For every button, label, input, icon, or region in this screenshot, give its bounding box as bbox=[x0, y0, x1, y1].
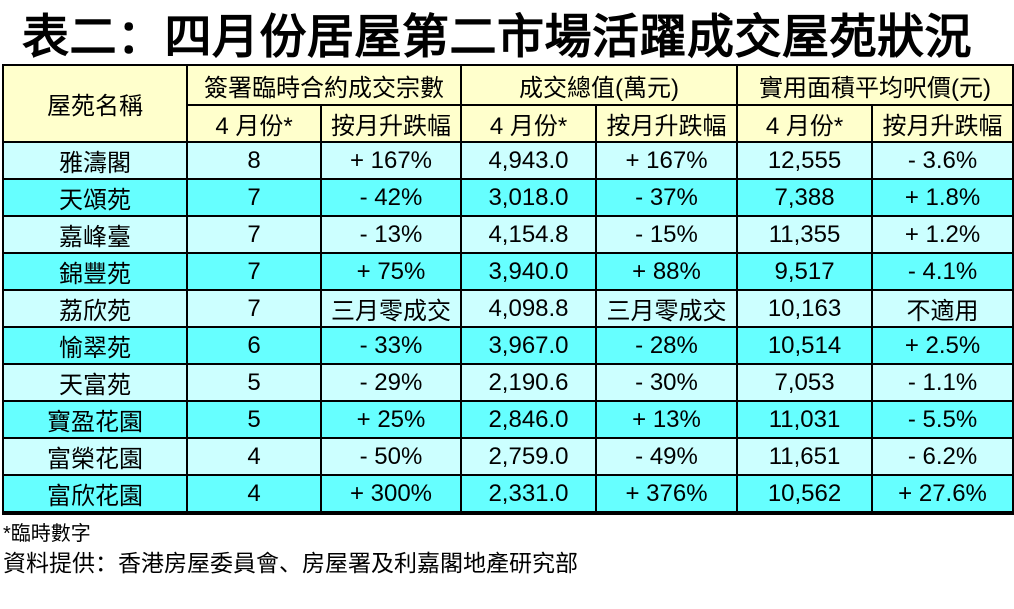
table-row: 錦豐苑 7 + 75% 3,940.0 + 88% 9,517- 4.1% bbox=[2, 252, 1014, 291]
value-cell: - 28% bbox=[594, 326, 739, 365]
subheader-deals-mom: 按月升跌幅 bbox=[320, 104, 462, 143]
value-cell: 7 bbox=[186, 178, 322, 217]
value-cell: + 167% bbox=[320, 141, 462, 180]
value-cell: 3,967.0 bbox=[460, 326, 597, 365]
value-cell: 4 bbox=[186, 437, 322, 476]
value-cell: 5 bbox=[186, 400, 322, 439]
table-row: 天頌苑 7- 42% 3,018.0- 37% 7,388 + 1.8% bbox=[2, 178, 1014, 217]
table-row: 愉翠苑 6- 33% 3,967.0- 28% 10,514 + 2.5% bbox=[2, 326, 1014, 365]
value-cell: 12,555 bbox=[736, 141, 874, 180]
value-cell: - 15% bbox=[594, 215, 739, 254]
value-cell: + 75% bbox=[320, 252, 462, 291]
estate-name-cell: 愉翠苑 bbox=[2, 326, 188, 365]
estate-name-cell: 寶盈花園 bbox=[2, 400, 188, 439]
estate-name-cell: 錦豐苑 bbox=[2, 252, 188, 291]
value-cell: 4,943.0 bbox=[460, 141, 597, 180]
value-cell: 3,940.0 bbox=[460, 252, 597, 291]
subheader-deals-month: 4 月份* bbox=[186, 104, 322, 143]
value-cell: 不適用 bbox=[871, 289, 1014, 328]
table-row: 嘉峰臺 7- 13% 4,154.8- 15% 11,355 + 1.2% bbox=[2, 215, 1014, 254]
value-cell: - 50% bbox=[320, 437, 462, 476]
value-cell: - 37% bbox=[594, 178, 739, 217]
value-cell: 7 bbox=[186, 215, 322, 254]
header-sub-row: 4 月份* 按月升跌幅 4 月份* 按月升跌幅 4 月份* 按月升跌幅 bbox=[3, 104, 1014, 143]
estate-name-cell: 富榮花園 bbox=[2, 437, 188, 476]
subheader-psf-mom: 按月升跌幅 bbox=[871, 104, 1014, 143]
estate-name-cell: 嘉峰臺 bbox=[2, 215, 188, 254]
table-row: 天富苑 5- 29% 2,190.6- 30% 7,053- 1.1% bbox=[2, 363, 1014, 402]
value-cell: - 49% bbox=[594, 437, 739, 476]
value-cell: 6 bbox=[186, 326, 322, 365]
table-row: 寶盈花園 5 + 25% 2,846.0 + 13% 11,031- 5.5% bbox=[2, 400, 1014, 439]
table-header: 屋苑名稱 簽署臨時合約成交宗數 成交總值(萬元) 實用面積平均呎價(元) 4 月… bbox=[2, 64, 1014, 143]
value-cell: + 88% bbox=[594, 252, 739, 291]
value-cell: + 25% bbox=[320, 400, 462, 439]
value-cell: 8 bbox=[186, 141, 322, 180]
value-cell: 11,031 bbox=[736, 400, 874, 439]
table-row: 富欣花園 4 + 300% 2,331.0 + 376% 10,562 + 27.6% bbox=[2, 474, 1014, 515]
value-cell: 5 bbox=[186, 363, 322, 402]
value-cell: + 2.5% bbox=[871, 326, 1014, 365]
subheader-value-mom: 按月升跌幅 bbox=[594, 104, 739, 143]
value-cell: - 33% bbox=[320, 326, 462, 365]
value-cell: 2,331.0 bbox=[460, 474, 597, 515]
header-group-total-value: 成交總值(萬元) bbox=[459, 64, 739, 106]
value-cell: - 30% bbox=[594, 363, 739, 402]
value-cell: 7,053 bbox=[736, 363, 874, 402]
value-cell: + 1.8% bbox=[871, 178, 1014, 217]
header-estate-name: 屋苑名稱 bbox=[2, 64, 188, 143]
value-cell: - 5.5% bbox=[871, 400, 1014, 439]
value-cell: - 29% bbox=[320, 363, 462, 402]
value-cell: 4 bbox=[186, 474, 322, 515]
header-group-row: 屋苑名稱 簽署臨時合約成交宗數 成交總值(萬元) 實用面積平均呎價(元) bbox=[2, 64, 1014, 143]
value-cell: - 13% bbox=[320, 215, 462, 254]
value-cell: 7 bbox=[186, 252, 322, 291]
subheader-value-month: 4 月份* bbox=[460, 104, 597, 143]
estate-name-cell: 雅濤閣 bbox=[2, 141, 188, 180]
footnote-provisional: *臨時數字 bbox=[3, 523, 91, 545]
value-cell: 三月零成交 bbox=[320, 289, 462, 328]
value-cell: + 27.6% bbox=[871, 474, 1014, 515]
page-title: 表二：四月份居屋第二市場活躍成交屋苑狀況 bbox=[22, 9, 972, 63]
value-cell: 3,018.0 bbox=[460, 178, 597, 217]
estate-name-cell: 天頌苑 bbox=[2, 178, 188, 217]
estate-name-cell: 富欣花園 bbox=[2, 474, 188, 515]
value-cell: - 1.1% bbox=[871, 363, 1014, 402]
value-cell: 7 bbox=[186, 289, 322, 328]
value-cell: 2,759.0 bbox=[460, 437, 597, 476]
value-cell: + 167% bbox=[594, 141, 739, 180]
value-cell: - 3.6% bbox=[871, 141, 1014, 180]
value-cell: 9,517 bbox=[736, 252, 874, 291]
value-cell: - 6.2% bbox=[871, 437, 1014, 476]
value-cell: 11,651 bbox=[736, 437, 874, 476]
value-cell: - 42% bbox=[320, 178, 462, 217]
table-body: 雅濤閣 8 + 167% 4,943.0 + 167% 12,555- 3.6% 天頌苑 7-… bbox=[2, 141, 1014, 515]
value-cell: 10,514 bbox=[736, 326, 874, 365]
estate-name-cell: 荔欣苑 bbox=[2, 289, 188, 328]
value-cell: + 1.2% bbox=[871, 215, 1014, 254]
value-cell: + 300% bbox=[320, 474, 462, 515]
header-group-psf-price: 實用面積平均呎價(元) bbox=[736, 64, 1014, 106]
value-cell: 7,388 bbox=[736, 178, 874, 217]
value-cell: 4,098.8 bbox=[460, 289, 597, 328]
value-cell: 2,846.0 bbox=[460, 400, 597, 439]
value-cell: 11,355 bbox=[736, 215, 874, 254]
subheader-psf-month: 4 月份* bbox=[736, 104, 874, 143]
value-cell: + 376% bbox=[594, 474, 739, 515]
footnote-source: 資料提供：香港房屋委員會、房屋署及利嘉閣地產研究部 bbox=[3, 550, 578, 576]
value-cell: 10,562 bbox=[736, 474, 874, 515]
estate-name-cell: 天富苑 bbox=[2, 363, 188, 402]
value-cell: + 13% bbox=[594, 400, 739, 439]
value-cell: 2,190.6 bbox=[460, 363, 597, 402]
table-row: 荔欣苑 7 三月零成交 4,098.8 三月零成交 10,163 不適用 bbox=[2, 289, 1014, 328]
value-cell: - 4.1% bbox=[871, 252, 1014, 291]
footnotes: *臨時數字 資料提供：香港房屋委員會、房屋署及利嘉閣地產研究部 bbox=[3, 520, 1014, 579]
value-cell: 三月零成交 bbox=[594, 289, 739, 328]
table-row: 富榮花園 4- 50% 2,759.0- 49% 11,651- 6.2% bbox=[2, 437, 1014, 476]
table-row: 雅濤閣 8 + 167% 4,943.0 + 167% 12,555- 3.6% bbox=[2, 141, 1014, 180]
header-group-deals: 簽署臨時合約成交宗數 bbox=[186, 64, 462, 106]
value-cell: 4,154.8 bbox=[460, 215, 597, 254]
value-cell: 10,163 bbox=[736, 289, 874, 328]
estates-table: 屋苑名稱 簽署臨時合約成交宗數 成交總值(萬元) 實用面積平均呎價(元) 4 月… bbox=[2, 64, 1014, 515]
